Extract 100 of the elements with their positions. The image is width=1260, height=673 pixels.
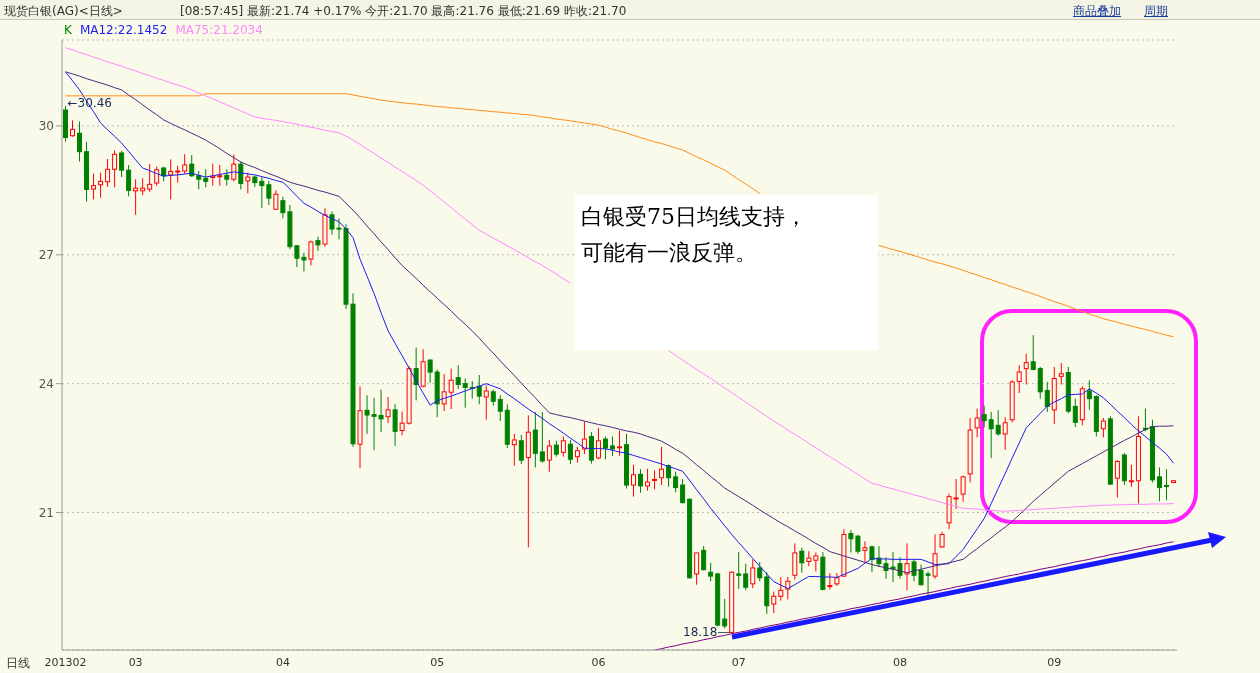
candlestick [827, 572, 833, 590]
candlestick [385, 396, 391, 424]
candlestick [168, 158, 174, 200]
candlestick [659, 446, 665, 486]
candlestick [1044, 381, 1050, 413]
x-tick-label: 07 [731, 655, 746, 669]
text: K [64, 23, 72, 37]
candlestick [1114, 459, 1120, 498]
x-tick-label: 09 [1047, 655, 1062, 669]
candlestick [308, 240, 314, 267]
candlestick [631, 464, 637, 498]
candlestick [1058, 362, 1064, 386]
candlestick [638, 468, 644, 494]
candlestick [189, 154, 195, 178]
text: MA75:21.2034 [175, 23, 263, 37]
candlestick [112, 149, 118, 188]
candlestick [680, 478, 686, 505]
y-tick-label: 27 [38, 248, 54, 263]
candlestick [91, 173, 97, 200]
candlestick [904, 542, 910, 591]
candlestick [182, 153, 188, 175]
candlestick [427, 359, 433, 384]
candlestick [483, 384, 489, 421]
candlestick [546, 439, 552, 473]
candlestick [960, 475, 966, 503]
text: 周期 [1144, 3, 1168, 20]
candlestick [974, 408, 980, 438]
candlestick [595, 427, 601, 460]
x-tick-label: 201302 [44, 655, 87, 669]
candlestick [862, 540, 868, 563]
candlestick [77, 121, 83, 163]
candlestick [609, 436, 615, 457]
candlestick [1030, 334, 1036, 371]
candlestick [518, 434, 524, 465]
candlestick [743, 563, 749, 591]
candlestick [1072, 398, 1078, 428]
candlestick [1016, 364, 1022, 394]
candlestick [413, 347, 419, 401]
candlestick [147, 163, 153, 193]
candlestick [1156, 466, 1162, 502]
candlestick [694, 552, 700, 586]
chart-subtitle: [08:57:45] 最新:21.74 +0.17% 今开:21.70 最高:21.76 最低:21.69 昨收:21.70 [180, 3, 627, 20]
candlestick [1037, 366, 1043, 400]
candlestick [497, 394, 503, 422]
note-panel: 白银受75日均线支持，可能有一浪反弹。 [575, 195, 878, 350]
candlestick [462, 378, 468, 409]
x-tick-label: 06 [591, 655, 606, 669]
candlestick [231, 154, 237, 182]
candlestick [995, 409, 1001, 437]
candlestick [1002, 416, 1008, 451]
candlestick [203, 168, 209, 188]
candlestick [448, 368, 454, 410]
candlestick [602, 436, 608, 460]
candlestick [708, 562, 714, 582]
candlestick [105, 158, 111, 188]
text: 日线 [6, 655, 30, 672]
candlestick [588, 431, 594, 465]
y-tick-label: 24 [38, 376, 54, 391]
candlestick [799, 547, 805, 574]
candlestick [645, 468, 651, 492]
candlestick [932, 533, 938, 580]
candlestick [98, 172, 104, 199]
x-tick-label: 03 [128, 655, 143, 669]
candlestick [539, 411, 545, 464]
candlestick [119, 150, 125, 178]
text: MA12:22.1452 [79, 23, 168, 37]
candlestick [652, 469, 658, 490]
candlestick [441, 373, 447, 412]
candlestick [1128, 464, 1134, 488]
candlestick [315, 236, 321, 252]
candlestick [196, 170, 202, 190]
annotation: 18.18 [683, 625, 718, 639]
candlestick [1163, 468, 1169, 501]
candlestick [476, 374, 482, 405]
candlestick [757, 561, 763, 582]
candlestick [673, 471, 679, 493]
candlestick [1086, 379, 1092, 411]
x-tick-label: 04 [275, 655, 290, 669]
candlestick [750, 558, 756, 589]
chart-title: 现货白银(AG)<日线> [4, 3, 123, 20]
candlestick [455, 364, 461, 390]
candlestick [532, 411, 538, 468]
text: 商品叠加 [1073, 3, 1121, 20]
candlestick [771, 591, 777, 614]
candlestick [217, 164, 223, 187]
candlestick [981, 405, 987, 428]
candlestick [988, 411, 994, 459]
candlestick [511, 433, 517, 467]
candlestick [273, 189, 279, 211]
candlestick [722, 598, 728, 630]
candlestick [701, 545, 707, 572]
candlestick [1023, 353, 1029, 386]
candlestick [126, 164, 132, 197]
candlestick [813, 551, 819, 572]
candlestick [736, 551, 742, 590]
x-tick-label: 05 [430, 655, 445, 669]
candlestick [1100, 417, 1106, 438]
x-tick-label: 08 [893, 655, 907, 669]
annotation: 白银受75日均线支持，可能有一浪反弹。 [581, 203, 808, 267]
candlestick [778, 576, 784, 602]
